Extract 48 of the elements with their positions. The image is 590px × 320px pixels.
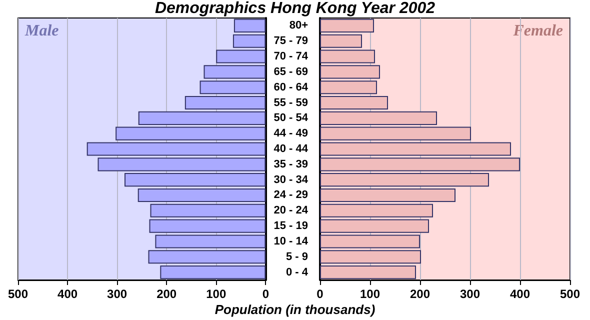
bar [234,18,266,32]
x-tick-label: 500 [560,287,580,301]
y-tick-label: 20 - 24 [274,204,309,217]
x-tick-label: 300 [460,287,480,301]
x-tick-label: 400 [510,287,530,301]
bar [320,96,388,110]
x-tick-label: 500 [8,287,28,301]
bar [150,204,266,218]
x-tick-label: 100 [206,287,226,301]
y-tick-label: 70 - 74 [274,50,309,63]
y-tick-label: 65 - 69 [274,66,308,78]
x-tick-label: 400 [58,287,78,301]
x-tick-label: 0 [316,287,324,301]
y-tick-label: 80+ [289,20,308,32]
bar [320,173,489,187]
bar [200,80,266,94]
text: Male [24,22,59,40]
bar [138,111,266,125]
y-tick-label: 5 - 9 [286,250,308,263]
x-tick-label: 300 [107,287,128,301]
y-tick-label: 30 - 34 [274,174,309,186]
y-tick-label: 24 - 29 [274,189,308,202]
y-tick-label: 60 - 64 [274,81,309,94]
bar [320,266,416,280]
x-tick-label: 200 [410,287,430,301]
y-tick-label: 0 - 4 [286,266,309,278]
bar [320,80,377,94]
bar [320,204,433,218]
bar [138,188,266,202]
bar [160,266,266,280]
chart-title: Demographics Hong Kong Year 2002 [154,0,436,18]
x-axis-title: Population (in thousands) [214,302,376,317]
x-tick-label: 0 [262,287,270,301]
bar [184,96,266,110]
x-tick-label: 100 [360,287,380,301]
y-tick-label: 55 - 59 [274,96,308,109]
y-tick-label: 40 - 44 [274,143,309,155]
x-tick-label: 200 [156,287,177,301]
y-tick-label: 44 - 49 [274,128,308,140]
y-tick-label: 10 - 14 [274,235,309,248]
y-tick-label: 50 - 54 [274,112,309,124]
bar [124,173,266,187]
bar [320,111,437,125]
y-tick-label: 75 - 79 [274,35,308,48]
y-tick-label: 35 - 39 [274,158,308,170]
bar [320,18,374,32]
bar [320,188,456,202]
y-tick-label: 15 - 19 [274,220,308,232]
